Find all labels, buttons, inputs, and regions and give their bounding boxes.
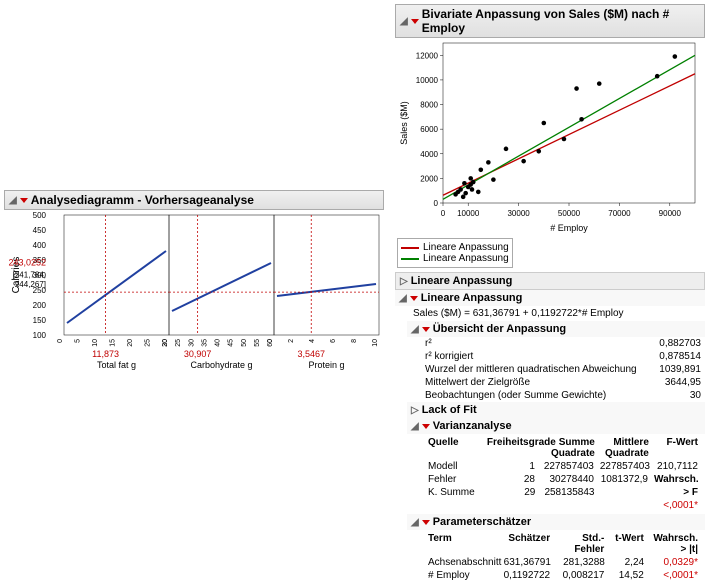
anova-section[interactable]: ◢ Varianzanalyse (407, 418, 705, 434)
prediction-chart: Calories100150200250300350400450500243,0… (4, 210, 384, 370)
svg-text:55: 55 (254, 339, 261, 347)
svg-text:8: 8 (351, 339, 358, 343)
red-arrow-icon (422, 520, 430, 525)
disclosure-icon[interactable]: ▷ (400, 276, 408, 287)
bivariate-panel-title: Bivariate Anpassung von Sales ($M) nach … (422, 7, 700, 35)
svg-text:11,873: 11,873 (92, 349, 119, 359)
anova-table: QuelleFreiheitsgradeSumme QuadrateMittle… (407, 434, 705, 514)
svg-text:2000: 2000 (420, 174, 438, 183)
svg-text:10000: 10000 (457, 209, 480, 218)
table-row: K. Summe29258135843> F (425, 486, 701, 499)
legend-item: Lineare Anpassung (401, 253, 509, 264)
svg-text:25: 25 (145, 339, 152, 347)
svg-text:10: 10 (372, 339, 379, 347)
table-row: # Employ0,11927220,00821714,52<,0001* (425, 569, 701, 582)
svg-text:50000: 50000 (558, 209, 581, 218)
disclosure-icon[interactable]: ◢ (411, 517, 419, 528)
stat-row: r²0,882703 (407, 337, 705, 350)
overview-section[interactable]: ◢ Übersicht der Anpassung (407, 321, 705, 337)
svg-text:150: 150 (33, 316, 47, 325)
svg-text:6: 6 (330, 339, 337, 343)
svg-text:30000: 30000 (507, 209, 530, 218)
svg-text:243,0252: 243,0252 (8, 257, 46, 267)
svg-text:90000: 90000 (659, 209, 682, 218)
disclosure-icon[interactable]: ◢ (399, 293, 407, 304)
disclosure-icon[interactable]: ◢ (411, 324, 419, 335)
svg-text:0: 0 (267, 339, 274, 343)
svg-text:30: 30 (188, 339, 195, 347)
table-row: Fehler28302784401081372,9Wahrsch. (425, 473, 701, 486)
prediction-panel-header[interactable]: ◢ Analysediagramm - Vorhersageanalyse (4, 190, 384, 210)
params-section[interactable]: ◢ Parameterschätzer (407, 514, 705, 530)
svg-text:4: 4 (309, 339, 316, 343)
prediction-panel-title: Analysediagramm - Vorhersageanalyse (31, 193, 254, 207)
legend-item: Lineare Anpassung (401, 242, 509, 253)
red-arrow-icon (422, 327, 430, 332)
red-arrow-icon (410, 296, 418, 301)
svg-text:35: 35 (201, 339, 208, 347)
stat-row: Wurzel der mittleren quadratischen Abwei… (407, 363, 705, 376)
svg-text:Total fat g: Total fat g (97, 360, 136, 370)
svg-text:45: 45 (228, 339, 235, 347)
svg-text:244,267]: 244,267] (15, 280, 46, 289)
svg-text:0: 0 (434, 199, 439, 208)
bivariate-panel: ◢ Bivariate Anpassung von Sales ($M) nac… (395, 4, 705, 584)
table-row: Modell1227857403227857403210,7112 (425, 460, 701, 473)
svg-text:500: 500 (33, 211, 47, 220)
linear-fit-section[interactable]: ◢ Lineare Anpassung (395, 290, 705, 306)
svg-text:25: 25 (175, 339, 182, 347)
disclosure-icon[interactable]: ▷ (411, 405, 419, 416)
svg-text:Sales ($M): Sales ($M) (399, 101, 409, 145)
scatter-chart: 0 10000 30000 50000 70000 90000 0 2000 4000 6000 8… (395, 38, 705, 233)
svg-text:40: 40 (215, 339, 222, 347)
svg-text:Protein g: Protein g (308, 360, 344, 370)
bivariate-panel-header[interactable]: ◢ Bivariate Anpassung von Sales ($M) nac… (395, 4, 705, 38)
disclosure-icon[interactable]: ◢ (400, 16, 408, 27)
legend: Lineare AnpassungLineare Anpassung (397, 238, 513, 268)
disclosure-icon[interactable]: ◢ (9, 195, 17, 206)
svg-text:20: 20 (127, 339, 134, 347)
svg-text:30,907: 30,907 (184, 349, 212, 359)
stat-row: r² korrigiert0,878514 (407, 350, 705, 363)
linear-fit-tab[interactable]: ▷ Lineare Anpassung (395, 272, 705, 290)
svg-text:15: 15 (110, 339, 117, 347)
prediction-analysis-panel: ◢ Analysediagramm - Vorhersageanalyse Ca… (4, 190, 384, 373)
svg-text:100: 100 (33, 331, 47, 340)
svg-text:12000: 12000 (416, 51, 439, 60)
red-arrow-icon (411, 19, 419, 24)
svg-text:50: 50 (241, 339, 248, 347)
svg-text:[241,784,: [241,784, (13, 270, 46, 279)
disclosure-icon[interactable]: ◢ (411, 421, 419, 432)
svg-text:# Employ: # Employ (550, 223, 588, 233)
svg-text:20: 20 (162, 339, 169, 347)
svg-text:400: 400 (33, 241, 47, 250)
equation-text: Sales ($M) = 631,36791 + 0,1192722*# Emp… (395, 306, 705, 321)
lack-of-fit-section[interactable]: ▷ Lack of Fit (407, 402, 705, 418)
stat-row: Beobachtungen (oder Summe Gewichte)30 (407, 389, 705, 402)
svg-text:Carbohydrate g: Carbohydrate g (190, 360, 252, 370)
svg-text:3,5467: 3,5467 (297, 349, 325, 359)
red-arrow-icon (20, 198, 28, 203)
svg-text:10: 10 (92, 339, 99, 347)
svg-text:450: 450 (33, 226, 47, 235)
svg-text:0: 0 (441, 209, 446, 218)
svg-text:4000: 4000 (420, 150, 438, 159)
svg-text:10000: 10000 (416, 76, 439, 85)
svg-text:0: 0 (57, 339, 64, 343)
params-table: TermSchätzerStd.-Fehlert-WertWahrsch. > … (407, 530, 705, 584)
svg-text:5: 5 (75, 339, 82, 343)
svg-text:8000: 8000 (420, 101, 438, 110)
svg-text:70000: 70000 (608, 209, 631, 218)
svg-text:200: 200 (33, 301, 47, 310)
stat-row: Mittelwert der Zielgröße3644,95 (407, 376, 705, 389)
red-arrow-icon (422, 424, 430, 429)
svg-text:2: 2 (288, 339, 295, 343)
svg-text:6000: 6000 (420, 125, 438, 134)
